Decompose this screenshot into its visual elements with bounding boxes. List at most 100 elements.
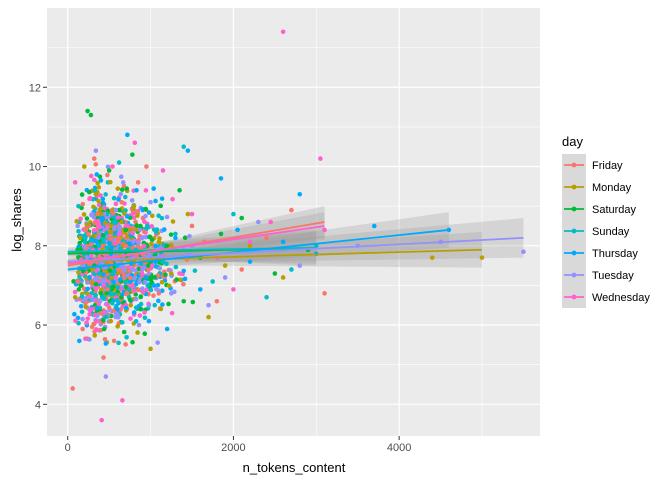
scatter-point — [92, 177, 97, 183]
scatter-point — [144, 287, 150, 292]
scatter-point — [239, 215, 245, 221]
scatter-point — [231, 287, 236, 292]
scatter-point — [76, 203, 81, 209]
scatter-point — [144, 223, 150, 229]
scatter-point — [160, 168, 166, 173]
scatter-point — [97, 174, 103, 180]
scatter-point — [115, 285, 121, 290]
scatter-point — [79, 309, 85, 315]
scatter-point — [133, 318, 139, 324]
scatter-point — [446, 227, 452, 233]
scatter-point — [168, 232, 174, 237]
scatter-point — [131, 310, 137, 315]
scatter-point — [116, 197, 121, 202]
scatter-point — [117, 277, 123, 282]
scatter-point — [140, 272, 145, 277]
legend-key-point — [571, 206, 577, 212]
scatter-point — [72, 311, 77, 317]
scatter-point — [91, 214, 97, 220]
scatter-point — [157, 266, 163, 271]
scatter-point — [107, 228, 113, 234]
x-tick-label: 4000 — [387, 442, 411, 454]
fit-lines — [67, 221, 524, 271]
scatter-point — [142, 331, 148, 337]
scatter-point — [170, 196, 175, 202]
scatter-point — [129, 198, 135, 203]
scatter-point — [156, 213, 161, 219]
scatter-point — [93, 292, 98, 298]
scatter-point — [156, 298, 161, 304]
scatter-point — [124, 291, 129, 297]
scatter-point — [118, 246, 123, 251]
axes: 0 2000 4000 4 6 8 10 12 — [29, 82, 412, 454]
scatter-point — [137, 227, 143, 232]
scatter-point — [264, 294, 269, 300]
scatter-point — [123, 305, 129, 311]
scatter-point — [136, 240, 141, 246]
x-tick-label: 0 — [65, 442, 71, 454]
scatter-point — [181, 144, 187, 150]
scatter-point — [146, 263, 151, 268]
scatter-point — [136, 287, 141, 293]
legend-label: Thursday — [592, 248, 638, 260]
scatter-point — [72, 294, 78, 300]
scatter-point — [134, 187, 139, 193]
scatter-point — [77, 235, 83, 241]
scatter-point — [124, 214, 130, 219]
scatter-point — [123, 279, 128, 285]
scatter-point — [119, 199, 124, 205]
scatter-point — [156, 239, 162, 245]
scatter-point — [74, 219, 79, 224]
scatter-point — [93, 148, 99, 153]
scatter-point — [125, 223, 130, 229]
scatter-point — [101, 272, 106, 277]
scatter-point — [143, 206, 149, 212]
scatter-point — [113, 314, 119, 320]
scatter-point — [138, 306, 143, 312]
scatter-point — [280, 29, 286, 35]
scatter-point — [100, 317, 106, 323]
scatter-point — [124, 334, 129, 340]
scatter-point — [93, 327, 99, 332]
scatter-point — [122, 267, 127, 273]
scatter-point — [111, 195, 117, 201]
scatter-point — [79, 294, 85, 299]
scatter-point — [127, 297, 133, 302]
scatter-point — [95, 211, 100, 217]
scatter-point — [94, 318, 100, 324]
scatter-point — [164, 243, 170, 249]
scatter-point — [235, 227, 240, 233]
scatter-point — [113, 220, 119, 225]
legend: day Friday Monday Saturday Sunday Thursday Tu… — [562, 134, 650, 308]
scatter-point — [98, 193, 103, 198]
scatter-point — [140, 286, 145, 291]
scatter-point — [121, 183, 127, 189]
scatter-point — [121, 329, 127, 335]
y-tick-label: 12 — [29, 82, 41, 94]
scatter-point — [272, 271, 278, 276]
scatter-point — [210, 279, 216, 284]
scatter-point — [101, 355, 106, 360]
scatter-point — [173, 264, 179, 270]
scatter-point — [297, 191, 303, 197]
scatter-point — [156, 291, 162, 296]
scatter-point — [110, 164, 115, 169]
scatter-point — [104, 230, 109, 236]
scatter-point — [168, 271, 174, 276]
scatter-point — [108, 318, 114, 324]
scatter-point — [151, 186, 156, 191]
scatter-point — [158, 203, 164, 209]
scatter-point — [159, 196, 165, 201]
scatter-point — [100, 196, 106, 202]
scatter-point — [152, 302, 158, 308]
scatter-point — [231, 211, 236, 217]
scatter-point — [113, 207, 119, 213]
scatter-point — [93, 286, 99, 292]
scatter-point — [92, 220, 97, 226]
scatter-point — [130, 230, 135, 236]
scatter-point — [110, 284, 116, 290]
scatter-point — [89, 324, 95, 330]
scatter-point — [98, 310, 104, 316]
scatter-point — [177, 277, 183, 283]
scatter-point — [140, 289, 146, 295]
